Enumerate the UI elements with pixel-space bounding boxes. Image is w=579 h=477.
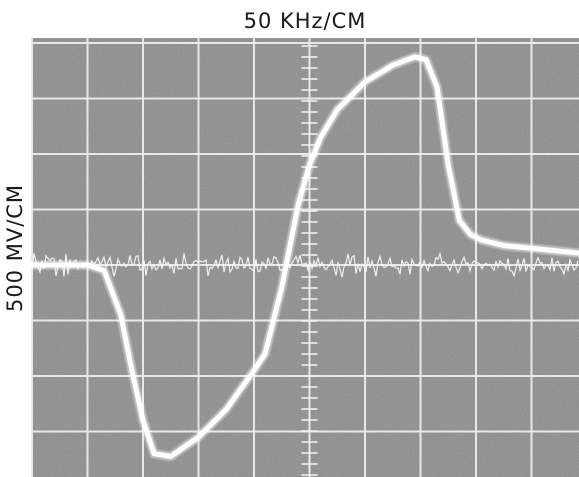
trace-points — [29, 54, 562, 459]
trace-point — [307, 162, 312, 168]
trace-point — [296, 201, 301, 207]
trace-point — [279, 285, 284, 290]
trace-point — [102, 268, 107, 273]
trace-point — [224, 407, 229, 412]
trace-point — [446, 162, 451, 168]
trace-point — [129, 368, 135, 373]
trace-point — [501, 243, 506, 248]
trace-point — [479, 237, 484, 243]
trace-point — [529, 246, 534, 251]
y-axis-label: 500 MV/CM — [3, 184, 27, 312]
graticule-center-ticks — [301, 45, 318, 476]
scope-screen-noise — [32, 38, 579, 477]
trace-point — [140, 418, 146, 423]
x-axis-label: 50 KHz/CM — [244, 9, 367, 33]
trace-point — [557, 248, 562, 254]
trace-point — [362, 79, 368, 85]
trace-baseline-noise — [31, 251, 579, 278]
trace-point — [468, 232, 473, 237]
trace-point — [412, 54, 418, 60]
trace-point — [457, 218, 462, 223]
trace-point — [85, 262, 90, 268]
trace-point — [251, 368, 257, 373]
trace-point — [271, 318, 276, 323]
trace-point — [118, 312, 124, 318]
trace-point — [57, 262, 62, 268]
trace-point — [262, 351, 268, 356]
trace-point — [335, 107, 340, 112]
trace-point — [29, 262, 35, 268]
trace-point — [318, 135, 323, 140]
trace-point — [151, 451, 157, 456]
trace-point — [390, 62, 395, 68]
trace-point — [423, 57, 429, 62]
trace-point — [168, 454, 173, 459]
trace-point — [285, 257, 290, 262]
trace-point — [434, 85, 440, 90]
trace-point — [196, 434, 201, 440]
